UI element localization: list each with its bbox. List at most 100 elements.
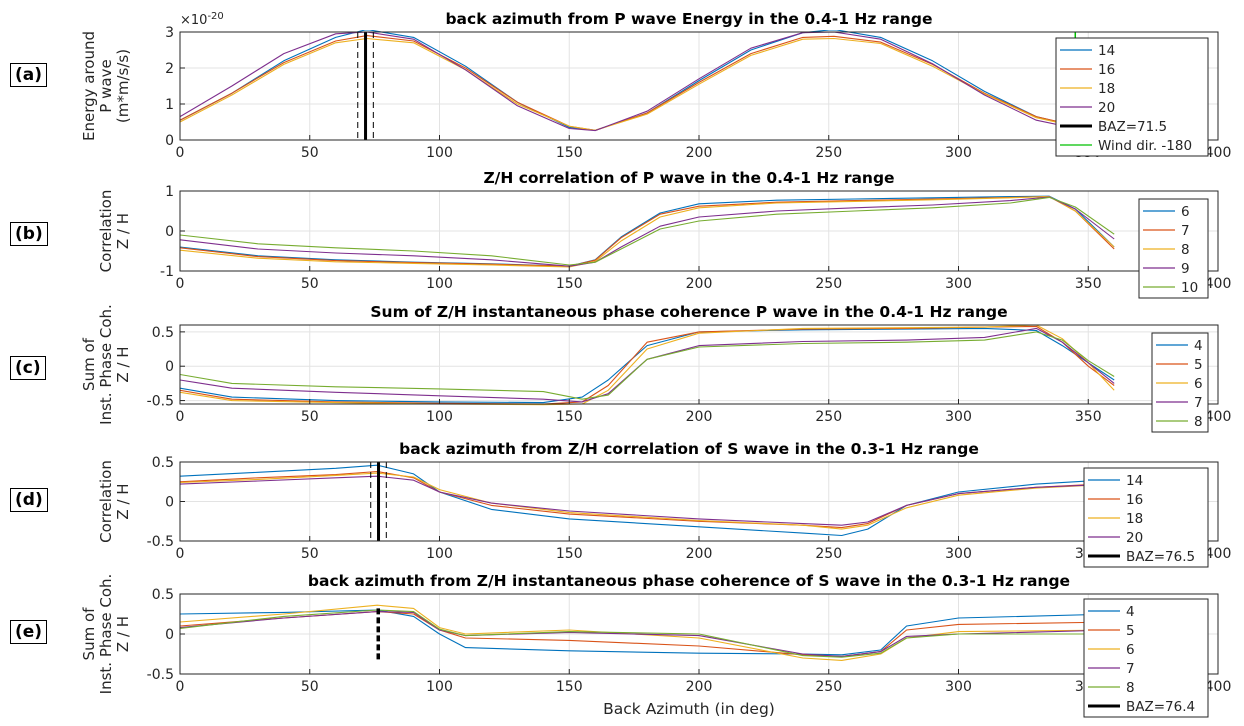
series-group [180, 462, 1115, 541]
x-tick-label: 250 [815, 546, 842, 562]
panel-label-c: (c) [10, 356, 46, 380]
y-tick-label: 1 [165, 97, 174, 113]
legend-entry: 8 [1126, 680, 1135, 696]
y-axis-label: Energy around [80, 31, 98, 141]
x-tick-label: 150 [556, 546, 583, 562]
legend-entry: 6 [1194, 376, 1203, 392]
legend-entry: 8 [1181, 242, 1190, 258]
legend-entry: 14 [1126, 473, 1143, 489]
series-group [180, 324, 1115, 406]
chart-title: back azimuth from P wave Energy in the 0… [445, 10, 932, 28]
x-tick-label: 150 [556, 145, 583, 161]
y-exponent: ×10-20 [180, 11, 224, 28]
series-line-8 [180, 609, 1115, 658]
legend-entry: 14 [1098, 43, 1115, 59]
series-line-10 [180, 196, 1115, 266]
y-tick-label: 1 [165, 184, 174, 200]
legend-entry: 9 [1181, 261, 1190, 277]
y-tick-label: 0 [165, 495, 174, 511]
x-tick-label: 300 [945, 145, 972, 161]
series-line-5 [180, 325, 1115, 405]
y-axis-label: P wave [97, 59, 115, 112]
legend-entry: 6 [1181, 204, 1190, 220]
x-tick-label: 300 [945, 679, 972, 695]
x-tick-label: 300 [945, 276, 972, 292]
x-tick-label: 300 [945, 409, 972, 425]
series-group [180, 30, 1115, 140]
series-line-4 [180, 327, 1115, 404]
y-axis-label: Z / H [114, 346, 132, 382]
x-tick-label: 0 [176, 546, 185, 562]
x-tick-label: 50 [301, 145, 319, 161]
y-tick-label: 3 [165, 25, 174, 41]
x-tick-label: 0 [176, 409, 185, 425]
x-tick-label: 250 [815, 409, 842, 425]
legend-entry: 20 [1098, 100, 1115, 116]
legend-entry: 10 [1181, 280, 1198, 296]
x-tick-label: 100 [426, 145, 453, 161]
series-line-20 [180, 475, 1115, 526]
chart-title: Sum of Z/H instantaneous phase coherence… [370, 303, 1007, 321]
x-tick-label: 0 [176, 276, 185, 292]
x-axis-label: Back Azimuth (in deg) [603, 700, 775, 718]
y-axis-label: Sum of [80, 337, 98, 391]
legend-entry: 7 [1194, 395, 1203, 411]
x-tick-label: 400 [1205, 679, 1232, 695]
x-tick-label: 0 [176, 679, 185, 695]
y-axis-label: Z / H [114, 616, 132, 652]
x-tick-label: 300 [945, 546, 972, 562]
y-tick-label: -0.5 [147, 667, 174, 683]
x-tick-label: 250 [815, 276, 842, 292]
series-line-16 [180, 35, 1115, 131]
legend-entry: 18 [1098, 81, 1115, 97]
panel-label-e: (e) [10, 620, 48, 644]
series-line-20 [180, 31, 1115, 132]
y-tick-label: -0.5 [147, 534, 174, 550]
y-tick-label: 0 [165, 133, 174, 149]
x-tick-label: 150 [556, 276, 583, 292]
legend-entry: 5 [1126, 623, 1135, 639]
series-line-8 [180, 196, 1115, 268]
y-axis-label: Z / H [114, 483, 132, 519]
y-axis-label: Z / H [114, 213, 132, 249]
legend-box [1083, 467, 1209, 568]
x-tick-label: 250 [815, 145, 842, 161]
x-tick-label: 400 [1205, 409, 1232, 425]
x-tick-label: 350 [1075, 276, 1102, 292]
x-tick-label: 50 [301, 679, 319, 695]
x-tick-label: 100 [426, 679, 453, 695]
x-tick-label: 400 [1205, 145, 1232, 161]
legend-entry: BAZ=76.5 [1126, 549, 1195, 565]
legend-entry: 7 [1126, 661, 1135, 677]
legend-entry: 16 [1126, 492, 1143, 508]
y-axis-label: (m*m/s/s) [114, 49, 132, 123]
series-line-7 [180, 611, 1115, 657]
y-tick-label: 0 [165, 359, 174, 375]
y-axis-label: Sum of [80, 607, 98, 661]
y-tick-label: 0 [165, 224, 174, 240]
legend-entry: Wind dir. -180 [1098, 138, 1192, 154]
legend-entry: 5 [1194, 357, 1203, 373]
x-tick-label: 50 [301, 409, 319, 425]
legend-entry: BAZ=71.5 [1098, 119, 1167, 135]
series-line-8 [180, 331, 1115, 400]
y-axis-label: Inst. Phase Coh. [97, 304, 115, 425]
legend-entry: 4 [1126, 604, 1135, 620]
y-axis-label: Inst. Phase Coh. [97, 574, 115, 695]
y-axis-label: Correlation [97, 460, 115, 543]
legend-entry: 8 [1194, 414, 1203, 430]
x-tick-label: 100 [426, 409, 453, 425]
x-tick-label: 350 [1075, 409, 1102, 425]
x-tick-label: 200 [686, 145, 713, 161]
series-line-18 [180, 472, 1115, 530]
x-tick-label: 200 [686, 546, 713, 562]
x-tick-label: 0 [176, 145, 185, 161]
x-tick-label: 150 [556, 409, 583, 425]
legend-entry: 16 [1098, 62, 1115, 78]
y-tick-label: -0.5 [147, 394, 174, 410]
legend-entry: 4 [1194, 338, 1203, 354]
